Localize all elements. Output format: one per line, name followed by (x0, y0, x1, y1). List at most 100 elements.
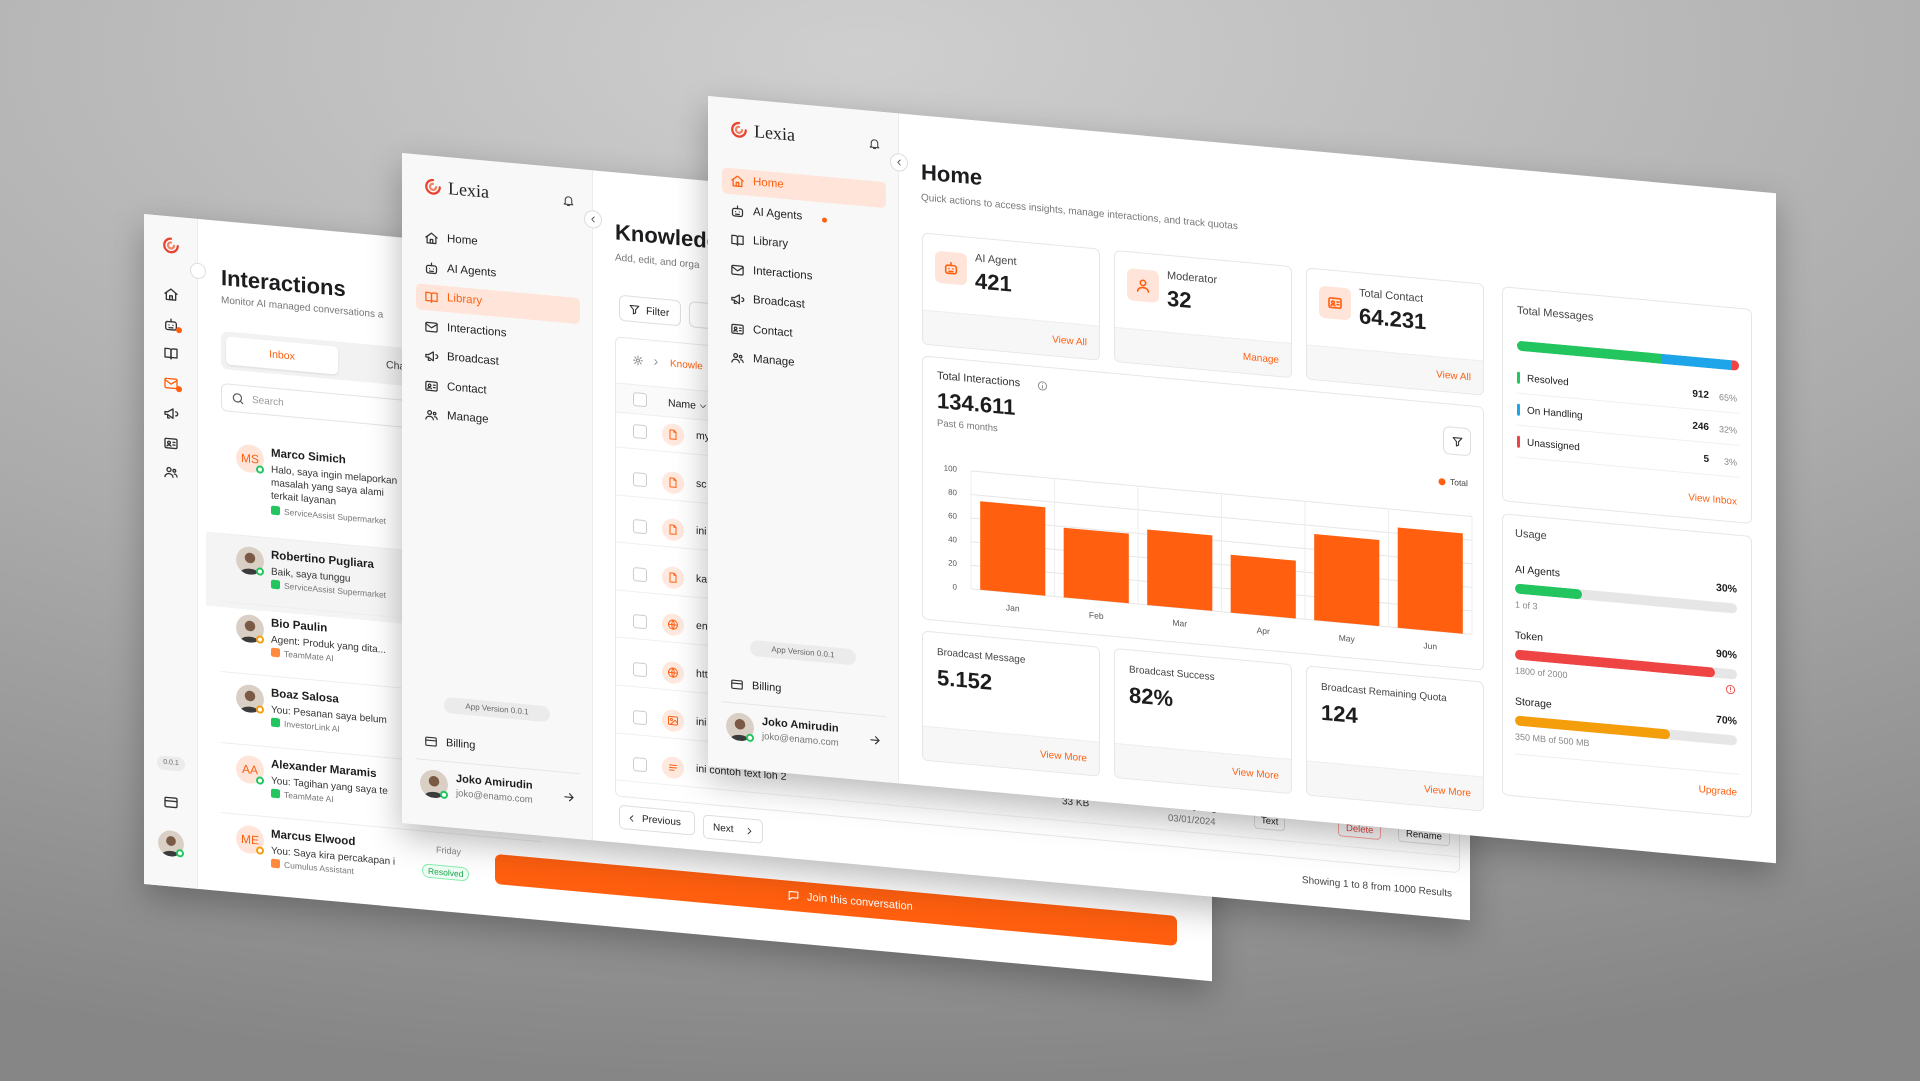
icon-part (741, 297, 745, 303)
status-dot (440, 790, 448, 800)
icon (588, 214, 598, 225)
nav-item[interactable]: AI Agents (722, 197, 886, 238)
checkbox[interactable] (633, 614, 647, 630)
icon-part (735, 205, 741, 215)
previous-button[interactable]: Previous (619, 804, 695, 836)
usage-label: AI Agents (1515, 563, 1560, 580)
checkbox[interactable] (633, 709, 647, 725)
icon (651, 357, 661, 368)
checkbox[interactable] (633, 566, 647, 583)
checkbox[interactable] (633, 662, 647, 678)
checkbox[interactable] (633, 757, 647, 773)
file-icon (662, 613, 684, 638)
nav-item[interactable]: Home (416, 224, 580, 265)
nav-item[interactable]: Interactions (722, 256, 886, 297)
icon (424, 260, 439, 276)
next-button[interactable]: Next (703, 814, 763, 844)
icon-part (731, 679, 743, 690)
bar (1230, 554, 1296, 619)
icon-part (731, 323, 744, 335)
icon-part (425, 736, 437, 747)
collapse-button[interactable] (190, 262, 206, 280)
nav-label: Library (447, 292, 483, 308)
filter-button[interactable]: Filter (619, 294, 681, 327)
nav-item[interactable]: Interactions (416, 313, 580, 354)
search-box[interactable]: Search (221, 383, 551, 442)
agent-icon (271, 647, 280, 658)
billing-link[interactable]: Billing (722, 673, 886, 710)
broadcast-action[interactable]: View More (1039, 749, 1087, 765)
icon-part (232, 393, 243, 403)
stat-action[interactable]: View All (1052, 334, 1087, 349)
tab-label: Inbox (269, 348, 295, 363)
y-tick-label: 20 (948, 558, 957, 568)
checkbox[interactable] (633, 424, 647, 440)
icon-part (166, 836, 176, 846)
nav-item[interactable]: Manage (722, 344, 886, 385)
icon (424, 319, 439, 335)
nav-item[interactable]: Library (416, 283, 580, 325)
icon-part (669, 764, 677, 771)
icon-part (172, 468, 177, 473)
card-action[interactable]: View Inbox (1688, 492, 1737, 508)
icon-part (164, 437, 178, 449)
nav-item[interactable]: Contact (416, 372, 580, 413)
nav-item[interactable]: Broadcast (722, 285, 886, 326)
icon (1451, 435, 1464, 449)
icon-part (731, 264, 744, 276)
broadcast-action[interactable]: View More (1423, 784, 1471, 800)
icon-part (668, 620, 678, 631)
icon-part (668, 667, 678, 678)
stat-value: 64.231 (1359, 303, 1427, 335)
page-title: Home (921, 159, 983, 190)
nav-item[interactable]: AI Agents (416, 254, 580, 295)
icon (667, 571, 679, 584)
icon-part (232, 393, 244, 405)
icon-part (629, 304, 640, 315)
nav-item[interactable]: Broadcast (416, 342, 580, 383)
usage-label: Storage (1515, 695, 1552, 711)
icon-part (788, 890, 799, 901)
nav-item[interactable]: Library (722, 226, 886, 267)
nav-item[interactable]: Manage (416, 401, 580, 442)
nav-item[interactable]: Home (722, 167, 886, 209)
icon-part (897, 159, 901, 166)
icon (163, 464, 179, 481)
filter-button[interactable] (1443, 425, 1471, 457)
brand: Lexia (448, 178, 489, 202)
billing-link[interactable]: Billing (416, 730, 580, 767)
nav-item[interactable]: Contact (722, 315, 886, 356)
usage-percent: 70% (1715, 713, 1737, 728)
icon-part (731, 207, 744, 217)
billing-label: Billing (752, 680, 782, 695)
broadcast-action[interactable]: View More (1231, 766, 1279, 782)
icon-part (738, 354, 743, 359)
icon-part (426, 235, 437, 245)
icon-part (427, 383, 436, 389)
join-button[interactable]: Join this conversation (495, 853, 1177, 947)
icon-part (164, 288, 178, 301)
icon (730, 232, 745, 248)
card-action[interactable]: Upgrade (1698, 784, 1737, 799)
icon-part (735, 181, 740, 187)
icon-part (1136, 279, 1150, 293)
icon-part (733, 326, 738, 330)
stat-action[interactable]: View All (1436, 369, 1471, 384)
icon-part (670, 717, 673, 721)
icon-part (673, 477, 677, 481)
page-title: Knowledg (615, 219, 721, 254)
card-footer: View All (923, 309, 1099, 361)
collapse-button[interactable] (584, 209, 602, 230)
icon-part (731, 121, 747, 138)
stat-action[interactable]: Manage (1242, 351, 1279, 366)
icon-part (633, 355, 643, 366)
checkbox[interactable] (633, 392, 647, 408)
tab-active[interactable]: Inbox (226, 336, 338, 375)
y-tick-label: 40 (948, 535, 957, 545)
icon-part (700, 404, 706, 409)
join-label: Join this conversation (807, 891, 913, 913)
collapse-button[interactable] (890, 152, 908, 173)
checkbox[interactable] (633, 519, 647, 535)
checkbox[interactable] (633, 471, 647, 487)
x-tick-label: Jun (1423, 640, 1437, 651)
